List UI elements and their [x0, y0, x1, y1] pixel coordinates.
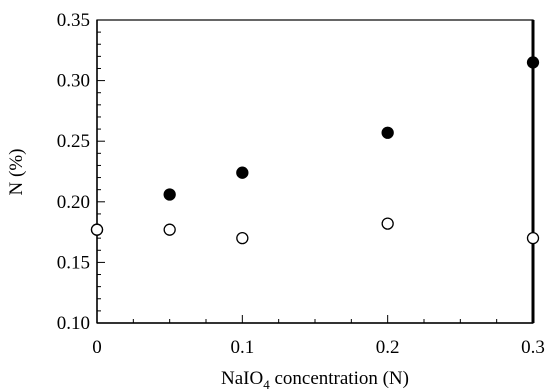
filled-data-point — [163, 188, 176, 201]
y-tick-label: 0.25 — [57, 131, 90, 152]
open-data-point — [526, 232, 540, 245]
x-tick-label: 0.2 — [376, 337, 400, 358]
x-tick-label: 0.1 — [230, 337, 254, 358]
x-tick-label: 0 — [92, 337, 102, 358]
y-ticks: 0.10 0.15 0.20 0.25 0.30 0.35 — [57, 10, 105, 334]
x-axis-label: NaIO4 concentration (N) — [221, 368, 409, 390]
axes — [96, 19, 535, 324]
y-tick-label: 0.35 — [57, 10, 90, 31]
filled-data-point — [526, 56, 540, 69]
y-tick-label: 0.20 — [57, 192, 90, 213]
open-data-point — [90, 223, 104, 236]
open-data-point — [163, 223, 176, 236]
filled-data-point — [236, 166, 249, 179]
open-data-point — [236, 232, 249, 245]
y-tick-label: 0.10 — [57, 313, 90, 334]
plot-frame — [96, 19, 534, 324]
y-tick-label: 0.30 — [57, 71, 90, 92]
x-axis-label-rest: concentration (N) — [270, 368, 409, 389]
data-points — [90, 56, 540, 245]
open-data-point — [381, 217, 394, 230]
x-tick-label: 0.3 — [521, 337, 545, 358]
x-axis-label-subscript: 4 — [263, 377, 270, 390]
x-axis-label-base: NaIO — [221, 368, 263, 389]
filled-data-point — [381, 126, 394, 139]
y-tick-label: 0.15 — [57, 252, 90, 273]
x-ticks: 0 0.1 0.2 0.3 — [92, 315, 545, 358]
y-axis-label: N (%) — [6, 149, 27, 196]
